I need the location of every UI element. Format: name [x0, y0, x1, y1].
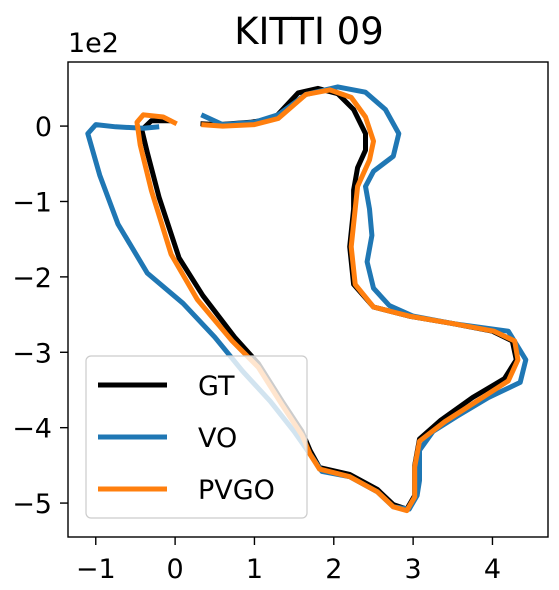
x-tick-label: 1	[246, 554, 263, 585]
axis-offset-label: 1e2	[68, 28, 119, 59]
series-line-gt	[139, 85, 519, 512]
x-tick-label: 2	[325, 554, 342, 585]
series-layer	[85, 84, 529, 514]
y-tick-label: 0	[35, 112, 52, 143]
legend-label-gt: GT	[198, 371, 235, 402]
x-tick-label: 0	[167, 554, 184, 585]
ticks-layer: −1 0 1 2 3 4 0 −1 −2 −3 −4 −5	[12, 112, 501, 585]
series-line-pvgo	[134, 87, 521, 514]
y-tick-label: −3	[12, 338, 52, 369]
legend-label-vo: VO	[198, 423, 237, 454]
x-tick-label: −1	[76, 554, 116, 585]
legend: GT VO PVGO	[85, 355, 308, 519]
plot-frame	[67, 61, 549, 538]
x-tick-label: 4	[484, 554, 501, 585]
y-tick-label: −5	[12, 489, 52, 520]
y-tick-label: −1	[12, 187, 52, 218]
chart-title: KITTI 09	[234, 10, 383, 53]
y-tick-label: −4	[12, 414, 52, 445]
legend-box	[85, 355, 308, 519]
legend-label-pvgo: PVGO	[198, 475, 275, 506]
y-tick-label: −2	[12, 263, 52, 294]
x-tick-label: 3	[405, 554, 422, 585]
